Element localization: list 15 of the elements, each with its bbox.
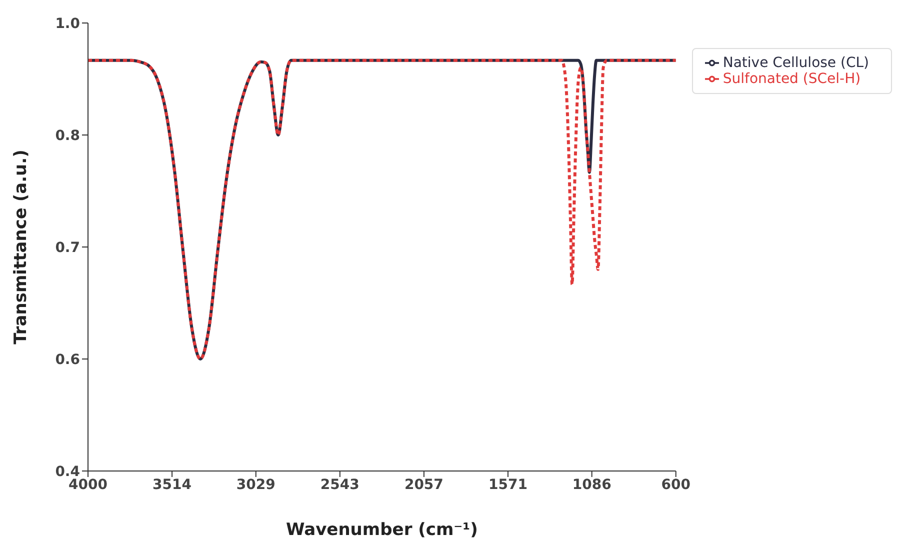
legend-label: Native Cellulose (CL) [722,55,869,71]
y-tick-label: 0.8 [55,128,80,144]
x-tick-label: 1086 [572,476,612,493]
legend-label: Sulfonated (SCel-H) [722,71,861,87]
x-tick-label: 3514 [152,476,192,493]
x-tick-label: 1571 [488,476,528,493]
y-tick-label: 0.7 [55,240,80,256]
y-tick-label: 0.6 [55,352,80,368]
x-tick-label: 600 [661,476,691,493]
y-axis-title: Transmittance (a.u.) [11,150,32,344]
x-tick-label: 3029 [236,476,276,493]
y-tick-label: 1.0 [55,16,80,32]
x-axis-title: Wavenumber (cm⁻¹) [286,520,478,540]
x-tick-label: 2543 [320,476,360,493]
x-tick-label: 2057 [404,476,444,493]
